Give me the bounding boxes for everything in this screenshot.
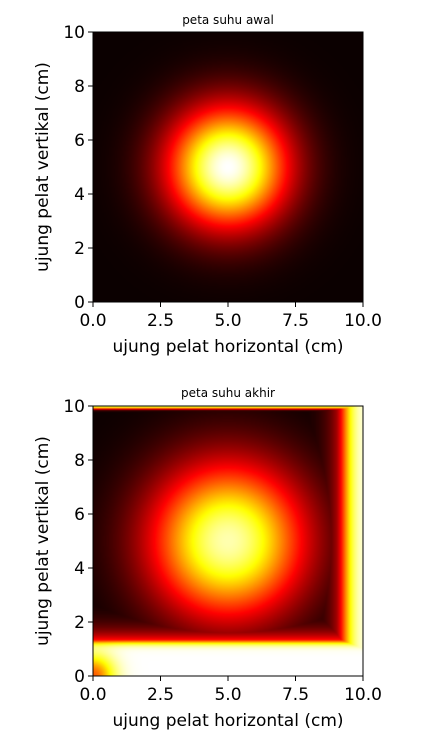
y-axis: 0 2 4 6 8 10 [63,397,93,687]
y-axis-label: ujung pelat vertikal (cm) [33,436,53,646]
x-axis-label: ujung pelat horizontal (cm) [112,711,343,731]
x-tick-label: 0.0 [79,311,106,331]
chart-title: peta suhu awal [182,13,274,27]
y-tick-label: 4 [74,559,85,579]
y-tick-label: 4 [74,185,85,205]
y-axis-label: ujung pelat vertikal (cm) [33,62,53,272]
x-axis: 0.0 2.5 5.0 7.5 10.0 [79,676,382,705]
y-tick-label: 6 [74,131,85,151]
x-tick-label: 7.5 [282,685,309,705]
x-tick-label: 2.5 [147,685,174,705]
heatmap-image [93,32,363,302]
x-axis-label: ujung pelat horizontal (cm) [112,337,343,357]
x-tick-label: 10.0 [344,311,382,331]
x-tick-label: 2.5 [147,311,174,331]
y-axis: 0 2 4 6 8 10 [63,23,93,313]
y-tick-label: 6 [74,505,85,525]
y-tick-label: 0 [74,667,85,687]
y-tick-label: 10 [63,23,85,43]
x-tick-label: 5.0 [214,685,241,705]
y-tick-label: 10 [63,397,85,417]
x-tick-label: 10.0 [344,685,382,705]
x-tick-label: 5.0 [214,311,241,331]
y-tick-label: 2 [74,239,85,259]
y-tick-label: 2 [74,613,85,633]
y-tick-label: 0 [74,293,85,313]
heatmap-image [93,406,363,676]
x-tick-label: 7.5 [282,311,309,331]
x-tick-label: 0.0 [79,685,106,705]
chart-initial-temperature: peta suhu awal 0.0 2.5 5.0 7.5 10.0 0246810 … [33,13,382,357]
y-tick-label: 8 [74,77,85,97]
x-axis: 0.0 2.5 5.0 7.5 10.0 [79,302,382,331]
chart-final-temperature: peta suhu akhir 0.0 2.5 5.0 7.5 10.0 0 2 4 6 8 10… [33,386,382,731]
chart-title: peta suhu akhir [181,386,275,400]
y-tick-label: 8 [74,451,85,471]
